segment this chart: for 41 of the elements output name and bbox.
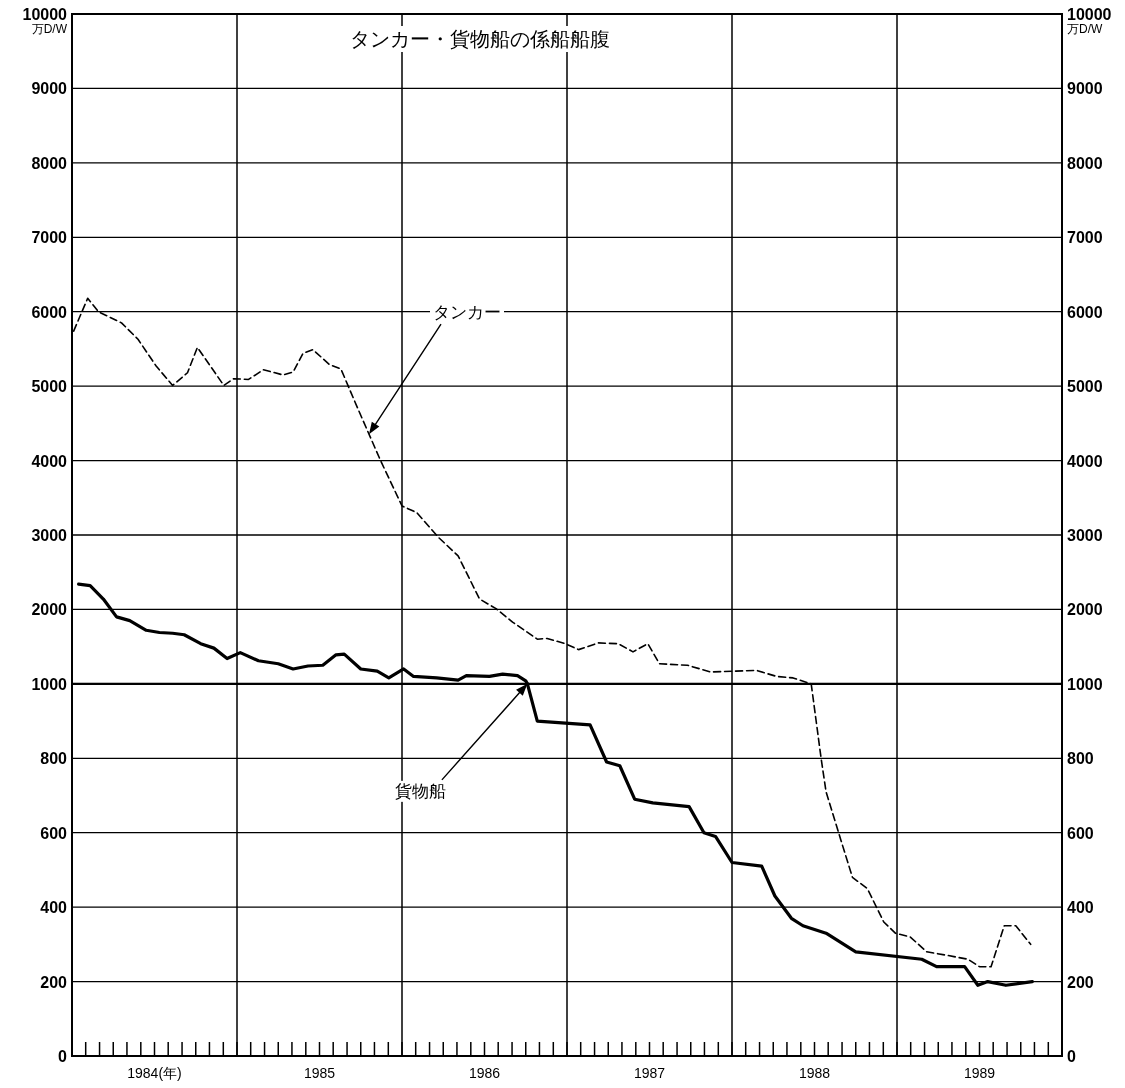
y-tick-label: 4000	[31, 452, 68, 470]
y-tick-label: 800	[40, 750, 68, 768]
y2-tick-label: 1000	[1067, 675, 1103, 693]
y-tick-label: 2000	[31, 601, 68, 619]
y2-tick-label: 600	[1067, 824, 1094, 842]
y-tick-label: 8000	[31, 154, 68, 172]
y2-tick-label: 400	[1067, 899, 1094, 917]
y-tick-label: 10000	[22, 6, 68, 23]
y-tick-label: 600	[40, 824, 68, 842]
y2-tick-label: 200	[1067, 973, 1094, 991]
annotation: タンカー	[433, 303, 501, 323]
y2-tick-label: 800	[1067, 750, 1094, 768]
x-tick-label: 1985	[303, 1065, 336, 1081]
text: タンカー・貨物船の係船船腹	[350, 28, 610, 50]
y2-tick-label: 8000	[1067, 154, 1103, 172]
y-tick-label: 1000	[31, 675, 68, 693]
y-tick-label: 200	[40, 973, 68, 991]
y-tick-label: 0	[58, 1048, 68, 1065]
y-tick-label: 9000	[31, 80, 68, 98]
y2-tick-label: 7000	[1067, 229, 1103, 247]
y-tick-label: 7000	[31, 229, 68, 247]
y-axis-title: 万D/W	[31, 22, 68, 36]
y2-axis-title: 万D/W	[1067, 22, 1103, 36]
y-tick-label: 3000	[31, 527, 68, 544]
y-tick-label: 6000	[31, 303, 68, 321]
y-tick-label: 5000	[31, 378, 68, 396]
x-tick-label: 1989	[963, 1065, 996, 1081]
x-tick-label: 1988	[798, 1065, 831, 1081]
y2-tick-label: 5000	[1067, 378, 1103, 396]
y2-tick-label: 3000	[1067, 527, 1103, 544]
x-tick-label: 1987	[633, 1065, 666, 1081]
y2-tick-label: 0	[1067, 1048, 1076, 1065]
y2-tick-label: 10000	[1067, 6, 1112, 23]
y2-tick-label: 6000	[1067, 303, 1103, 321]
y2-tick-label: 2000	[1067, 601, 1103, 619]
annotation: 貨物船	[394, 781, 446, 801]
x-tick-label: 1986	[468, 1065, 501, 1081]
y2-tick-label: 4000	[1067, 452, 1103, 470]
y2-tick-label: 9000	[1067, 80, 1103, 98]
x-tick-label: 1984(年)	[127, 1065, 182, 1081]
y-tick-label: 400	[40, 899, 68, 917]
